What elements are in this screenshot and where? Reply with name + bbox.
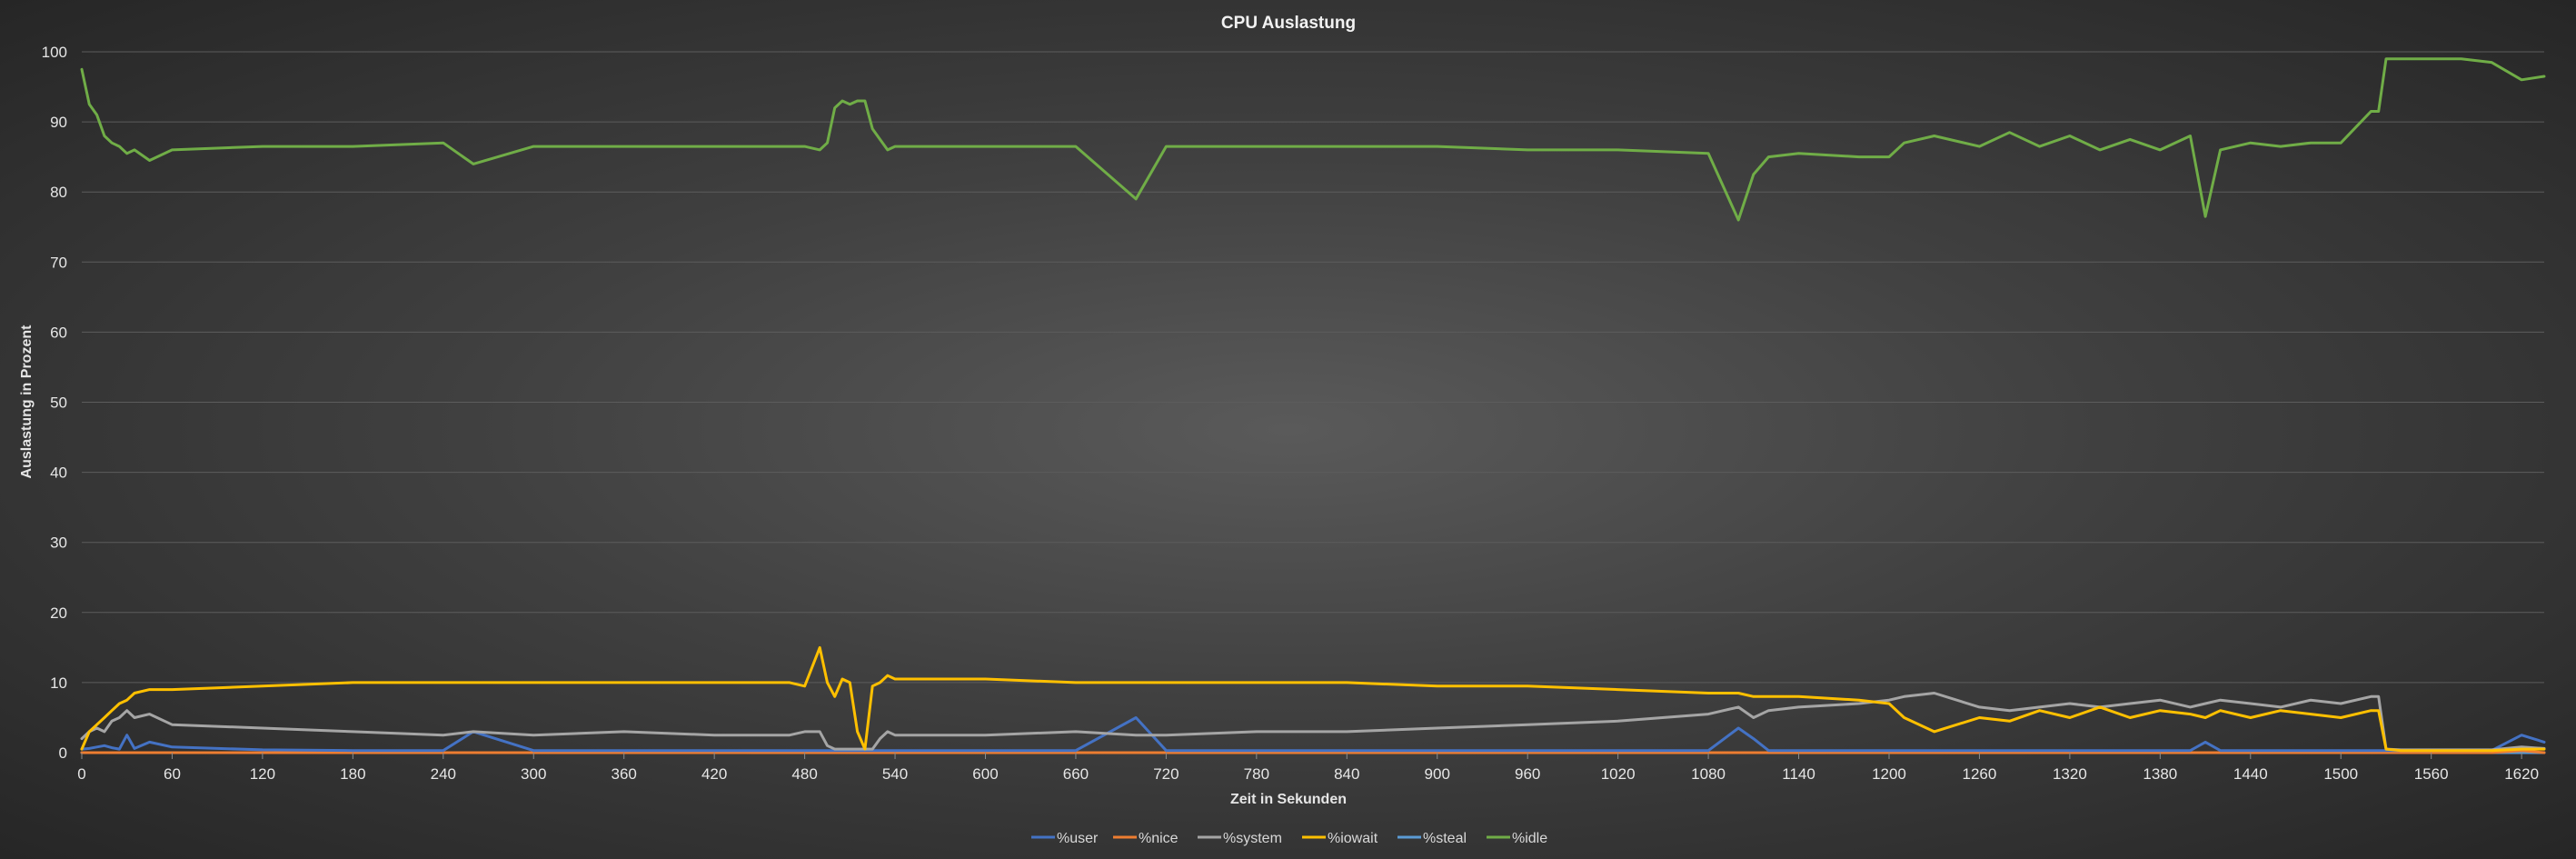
x-axis-ticks: 0 60 120 180 240 300 360 420 480 540 600 660 720 780 8… (77, 753, 2539, 783)
x-tick-label: 240 (431, 765, 456, 783)
x-tick-label: 360 (612, 765, 637, 783)
x-tick-label: 1560 (2414, 765, 2449, 783)
y-tick-label: 20 (50, 604, 67, 622)
y-tick-label: 80 (50, 184, 67, 201)
y-tick-label: 60 (50, 324, 67, 341)
y-tick-label: 10 (50, 674, 67, 692)
x-tick-label: 120 (250, 765, 275, 783)
series-line-iowait (80, 645, 2546, 753)
series-line-user (80, 716, 2546, 753)
x-tick-label: 1440 (2233, 765, 2268, 783)
y-axis-ticks: 0 10 20 30 40 50 60 70 80 90 100 (42, 44, 67, 762)
x-tick-label: 840 (1334, 765, 1359, 783)
x-tick-label: 420 (701, 765, 727, 783)
x-tick-label: 1080 (1691, 765, 1726, 783)
x-tick-label: 1140 (1782, 765, 1815, 783)
y-tick-label: 90 (50, 114, 67, 131)
legend-label-idle: %idle (1512, 831, 1547, 846)
legend-label-steal: %steal (1423, 831, 1467, 846)
x-tick-label: 600 (972, 765, 998, 783)
y-tick-label: 50 (50, 395, 67, 412)
series-lines (80, 57, 2546, 754)
x-tick-label: 720 (1153, 765, 1179, 783)
x-tick-label: 1500 (2323, 765, 2358, 783)
x-axis-title: Zeit in Sekunden (1230, 792, 1347, 807)
legend-label-iowait: %iowait (1328, 831, 1378, 846)
x-tick-label: 1200 (1872, 765, 1906, 783)
series-line-system (80, 692, 2546, 752)
x-tick-label: 1260 (1963, 765, 1997, 783)
x-tick-label: 180 (340, 765, 365, 783)
x-tick-label: 900 (1425, 765, 1450, 783)
x-tick-label: 1620 (2504, 765, 2539, 783)
gridlines (82, 51, 2544, 754)
y-axis-title: Auslastung in Prozent (19, 325, 35, 479)
x-tick-label: 1320 (2053, 765, 2087, 783)
x-tick-label: 960 (1515, 765, 1540, 783)
legend-label-nice: %nice (1139, 831, 1179, 846)
x-tick-label: 1380 (2143, 765, 2177, 783)
x-tick-label: 60 (164, 765, 181, 783)
x-tick-label: 0 (77, 765, 85, 783)
x-tick-label: 480 (791, 765, 817, 783)
legend-label-system: %system (1223, 831, 1282, 846)
x-tick-label: 660 (1063, 765, 1089, 783)
x-tick-label: 540 (882, 765, 908, 783)
y-tick-label: 70 (50, 254, 67, 271)
chart-title: CPU Auslastung (1221, 14, 1356, 33)
legend-label-user: %user (1057, 831, 1099, 846)
legend: %user %nice %system %iowait %steal %idle (1031, 831, 1547, 846)
y-tick-label: 30 (50, 534, 67, 552)
x-tick-label: 780 (1244, 765, 1269, 783)
x-tick-label: 300 (521, 765, 546, 783)
x-tick-label: 1020 (1601, 765, 1636, 783)
series-line-idle (80, 57, 2546, 222)
y-tick-label: 100 (42, 44, 67, 61)
y-tick-label: 40 (50, 464, 67, 482)
y-tick-label: 0 (59, 744, 67, 762)
